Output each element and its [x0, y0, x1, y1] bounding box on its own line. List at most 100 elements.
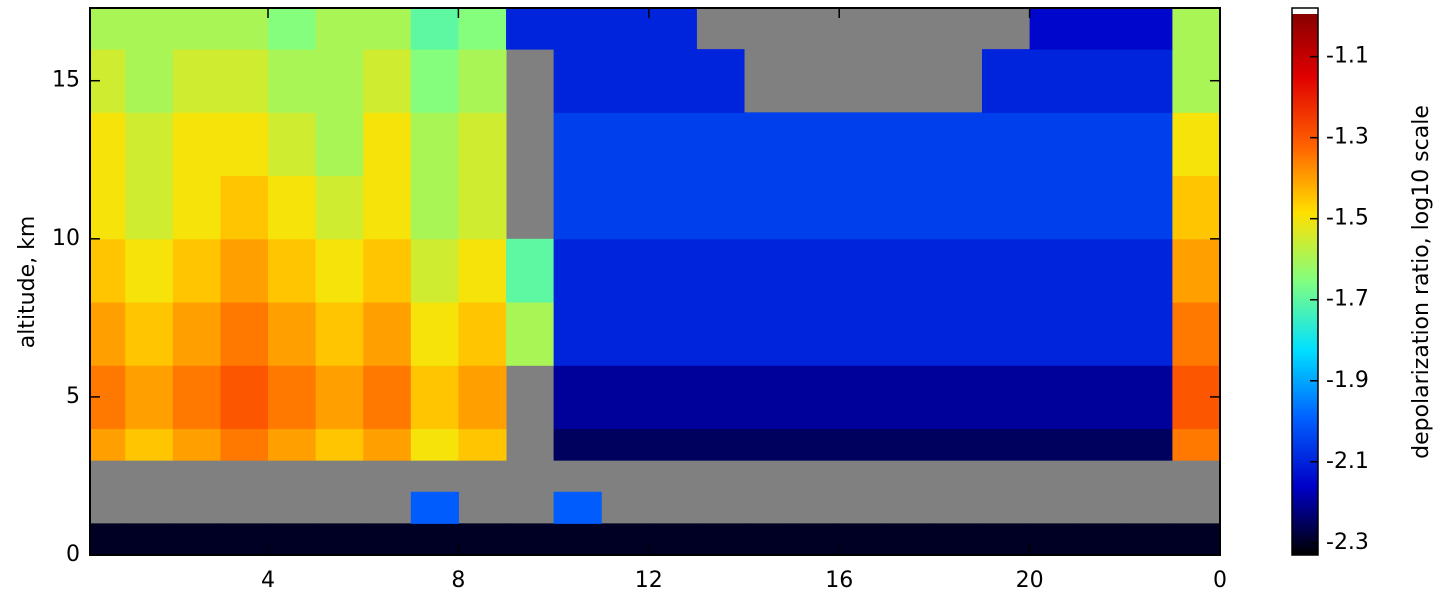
heat-cell: [506, 523, 555, 556]
heat-cell: [648, 112, 697, 177]
heat-cell: [601, 365, 650, 430]
heat-cell: [886, 365, 935, 430]
heat-cell: [696, 365, 745, 430]
heat-cell: [1124, 112, 1173, 177]
heat-cell: [791, 238, 840, 303]
heat-cell: [553, 365, 602, 430]
colorbar-tick-label: -1.1: [1326, 44, 1369, 69]
heat-cell: [1077, 523, 1126, 556]
heat-cell: [1029, 523, 1078, 556]
heat-cell: [125, 365, 174, 430]
heat-cell: [172, 238, 221, 303]
heat-cell: [268, 365, 317, 430]
heat-cell: [934, 112, 983, 177]
heat-cell: [1077, 112, 1126, 177]
x-tick-label: 8: [451, 568, 465, 593]
heat-cell: [934, 365, 983, 430]
heat-cell: [506, 238, 555, 303]
heat-cell: [220, 49, 269, 113]
colorbar-tick-label: -1.9: [1326, 368, 1369, 393]
heat-cell: [90, 302, 126, 366]
heat-cell: [1029, 112, 1078, 177]
heat-cell: [744, 238, 793, 303]
heat-cell: [648, 523, 697, 556]
heat-cell: [601, 428, 650, 461]
heat-cell: [696, 112, 745, 177]
heat-cell: [1124, 365, 1173, 430]
heat-cell: [839, 428, 888, 461]
heat-cell: [315, 523, 364, 556]
heat-cell: [1124, 238, 1173, 303]
heat-cell: [934, 428, 983, 461]
heat-cell: [601, 523, 650, 556]
heat-cell: [553, 428, 602, 461]
heat-cell: [458, 302, 507, 366]
y-tick-label: 10: [52, 226, 80, 251]
heat-cell: [1124, 8, 1173, 50]
heat-cell: [315, 428, 364, 461]
heat-cell: [1124, 49, 1173, 113]
heat-cell: [1124, 302, 1173, 366]
heat-cell: [601, 8, 650, 50]
heat-cell: [934, 238, 983, 303]
heat-cell: [172, 8, 221, 50]
heat-cell: [1029, 49, 1078, 113]
heat-cell: [125, 302, 174, 366]
heat-cell: [410, 302, 459, 366]
heat-cell: [1172, 175, 1221, 240]
heat-cell: [553, 302, 602, 366]
heat-cell: [410, 49, 459, 113]
heat-cell: [458, 428, 507, 461]
heat-cell: [839, 302, 888, 366]
heat-cell: [458, 523, 507, 556]
heat-cell: [90, 238, 126, 303]
heat-cell: [982, 238, 1031, 303]
heat-cell: [696, 238, 745, 303]
heat-cell: [982, 175, 1031, 240]
heat-cell: [458, 238, 507, 303]
heat-cell: [553, 175, 602, 240]
heat-cell: [839, 523, 888, 556]
heat-cell: [648, 175, 697, 240]
heat-cell: [553, 238, 602, 303]
heat-cell: [220, 302, 269, 366]
heat-cell: [410, 8, 459, 50]
heat-cell: [90, 8, 126, 50]
heat-cell: [744, 523, 793, 556]
heat-cell: [363, 428, 412, 461]
x-tick-label: 4: [261, 568, 275, 593]
heat-cell: [886, 112, 935, 177]
heat-cell: [125, 523, 174, 556]
heat-cell: [744, 302, 793, 366]
heat-cell: [791, 112, 840, 177]
heat-cell: [696, 302, 745, 366]
heat-cell: [315, 365, 364, 430]
heat-cell: [268, 238, 317, 303]
heat-cell: [1124, 175, 1173, 240]
heat-cell: [648, 365, 697, 430]
heat-cell: [553, 112, 602, 177]
heat-cell: [363, 49, 412, 113]
heat-cell: [744, 112, 793, 177]
colorbar-tick-label: -1.3: [1326, 125, 1369, 150]
heat-cell: [458, 8, 507, 50]
heat-cell: [648, 428, 697, 461]
heat-cell: [125, 8, 174, 50]
heat-cell: [648, 8, 697, 50]
heat-cell: [1029, 365, 1078, 430]
heat-cell: [410, 365, 459, 430]
colorbar-label: depolarization ratio, log10 scale: [1409, 105, 1434, 459]
heat-cell: [744, 365, 793, 430]
heat-cell: [172, 112, 221, 177]
y-tick-label: 5: [66, 384, 80, 409]
heat-cell: [1077, 302, 1126, 366]
heat-cell: [982, 365, 1031, 430]
heat-cell: [220, 175, 269, 240]
heat-cell: [90, 523, 126, 556]
heat-cell: [268, 49, 317, 113]
heat-cell: [458, 49, 507, 113]
heat-cell: [744, 175, 793, 240]
heat-cell: [268, 428, 317, 461]
heat-cell: [982, 428, 1031, 461]
